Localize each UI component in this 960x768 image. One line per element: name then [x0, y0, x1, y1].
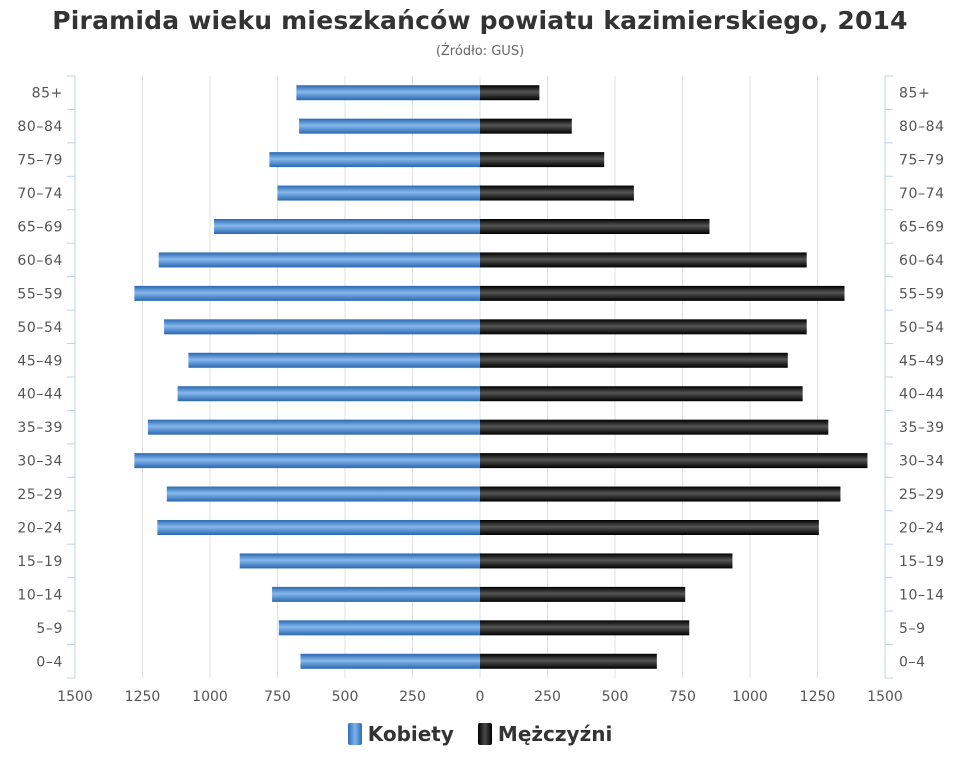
- age-label-left: 85+: [32, 86, 63, 102]
- x-tick-label: 1250: [125, 689, 161, 705]
- chart-subtitle: (Źródło: GUS): [435, 44, 525, 59]
- age-label-right: 15–19: [899, 554, 945, 570]
- legend-item-women[interactable]: Kobiety: [347, 722, 454, 746]
- bar-women: [214, 219, 481, 234]
- age-label-right: 5–9: [899, 621, 926, 637]
- bar-men: [480, 653, 657, 669]
- bar-men: [480, 586, 686, 602]
- legend: Kobiety Mężczyźni: [0, 722, 960, 746]
- age-label-right: 0–4: [899, 654, 926, 670]
- x-tick-label: 750: [669, 689, 696, 705]
- age-label-left: 60–64: [17, 253, 63, 269]
- bar-men: [480, 553, 733, 569]
- age-label-left: 40–44: [17, 387, 63, 403]
- axes: [67, 75, 893, 679]
- age-label-left: 45–49: [17, 353, 63, 369]
- bar-women: [277, 185, 480, 201]
- age-label-left: 55–59: [17, 286, 63, 302]
- age-label-right: 45–49: [899, 353, 945, 369]
- bar-women: [158, 252, 480, 268]
- bar-men: [480, 319, 807, 335]
- age-label-left: 0–4: [36, 654, 63, 670]
- legend-label-women: Kobiety: [367, 722, 454, 746]
- bar-women: [300, 653, 480, 669]
- bar-women: [177, 386, 480, 402]
- bar-men: [480, 118, 572, 134]
- age-label-right: 30–34: [899, 454, 945, 470]
- bar-women: [299, 118, 480, 134]
- age-label-right: 75–79: [899, 153, 945, 169]
- age-label-right: 65–69: [899, 220, 945, 236]
- bar-men: [480, 219, 710, 234]
- age-label-right: 40–44: [899, 387, 945, 403]
- age-label-left: 65–69: [17, 220, 63, 236]
- bar-women: [157, 520, 480, 535]
- age-label-right: 70–74: [899, 186, 945, 202]
- age-label-left: 10–14: [17, 587, 63, 603]
- bar-men: [480, 185, 634, 201]
- legend-label-men: Mężczyźni: [497, 722, 613, 746]
- bars: [134, 85, 868, 669]
- age-label-left: 20–24: [17, 521, 63, 537]
- legend-item-men[interactable]: Mężczyźni: [477, 722, 613, 746]
- bar-men: [480, 419, 829, 435]
- x-tick-label: 1000: [192, 689, 228, 705]
- bar-women: [147, 419, 480, 435]
- bar-men: [480, 152, 605, 168]
- x-tick-label: 500: [332, 689, 359, 705]
- bar-women: [296, 85, 480, 101]
- bar-men: [480, 352, 788, 368]
- bar-women: [278, 620, 480, 636]
- bar-men: [480, 252, 807, 268]
- x-tick-label: 1500: [57, 689, 93, 705]
- bar-women: [188, 352, 480, 368]
- bar-women: [134, 285, 480, 301]
- bar-women: [272, 586, 480, 602]
- bar-men: [480, 386, 803, 402]
- age-label-right: 50–54: [899, 320, 945, 336]
- age-label-left: 70–74: [17, 186, 63, 202]
- age-label-left: 25–29: [17, 487, 63, 503]
- x-tick-label: 250: [534, 689, 561, 705]
- age-label-right: 55–59: [899, 286, 945, 302]
- age-label-left: 35–39: [17, 420, 63, 436]
- age-label-left: 80–84: [17, 119, 63, 135]
- x-tick-label: 1500: [867, 689, 903, 705]
- age-label-left: 5–9: [36, 621, 63, 637]
- bar-women: [239, 553, 480, 569]
- chart-title: Piramida wieku mieszkańców powiatu kazim…: [52, 6, 908, 35]
- bar-men: [480, 520, 819, 535]
- bar-women: [269, 152, 480, 168]
- age-label-right: 20–24: [899, 521, 945, 537]
- age-label-right: 85+: [899, 86, 930, 102]
- bar-women: [166, 486, 481, 502]
- bar-men: [480, 620, 690, 636]
- bar-women: [134, 453, 480, 469]
- women-swatch-icon: [347, 723, 362, 745]
- age-label-right: 25–29: [899, 487, 945, 503]
- age-label-left: 30–34: [17, 454, 63, 470]
- age-label-left: 50–54: [17, 320, 63, 336]
- labels: 1500 1250 1000 750 500 250 0 250 500 750 1000 1250 1…: [17, 86, 944, 705]
- bar-men: [480, 285, 845, 301]
- age-label-right: 60–64: [899, 253, 945, 269]
- bar-men: [480, 486, 841, 502]
- bar-women: [164, 319, 480, 335]
- bar-men: [480, 85, 540, 101]
- x-tick-label: 1250: [800, 689, 836, 705]
- bar-men: [480, 453, 868, 469]
- age-label-right: 35–39: [899, 420, 945, 436]
- age-label-left: 75–79: [17, 153, 63, 169]
- men-swatch-icon: [477, 723, 492, 745]
- age-label-right: 10–14: [899, 587, 945, 603]
- x-tick-label: 250: [399, 689, 426, 705]
- age-label-left: 15–19: [17, 554, 63, 570]
- x-tick-label: 0: [476, 689, 485, 705]
- x-tick-label: 1000: [732, 689, 768, 705]
- x-tick-label: 750: [264, 689, 291, 705]
- x-tick-label: 500: [602, 689, 629, 705]
- age-label-right: 80–84: [899, 119, 945, 135]
